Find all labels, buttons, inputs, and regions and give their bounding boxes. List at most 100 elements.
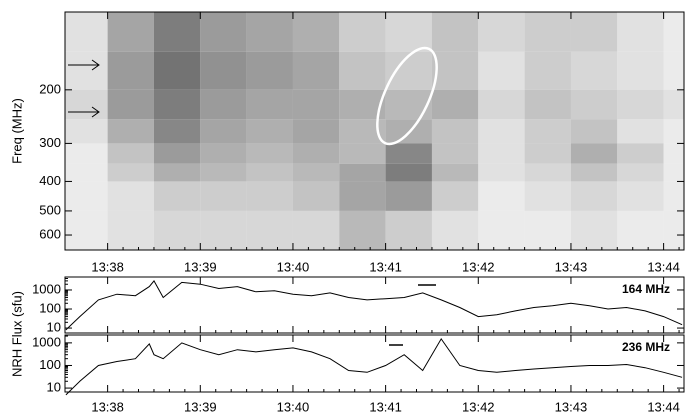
intensity-cell (431, 12, 479, 52)
intensity-cell (570, 210, 618, 250)
intensity-cell (478, 89, 525, 120)
intensity-cell (663, 163, 684, 182)
intensity-cell (478, 12, 525, 52)
plots: 200 300 400 500 600 13:38 13:39 13:40 13:41 13:42… (9, 11, 685, 414)
intensity-cell (153, 143, 201, 164)
intensity-cell (617, 181, 664, 211)
intensity-cell (65, 210, 108, 250)
x-tick-label: 13:41 (369, 399, 402, 414)
flux-line (65, 337, 683, 396)
intensity-cell (385, 163, 432, 182)
intensity-cell (65, 163, 108, 182)
intensity-cell (200, 181, 247, 211)
intensity-cell (246, 210, 293, 250)
intensity-cell (153, 181, 201, 211)
x-tick-label: 13:39 (184, 259, 217, 274)
intensity-cell (431, 143, 479, 164)
intensity-cell (292, 12, 340, 52)
intensity-cell (292, 89, 340, 120)
x-tick-label: 13:40 (277, 399, 310, 414)
y-axis-label: Freq (MHz) (9, 98, 24, 164)
x-tick-label: 13:43 (555, 399, 588, 414)
y-tick-label: 100 (39, 357, 61, 372)
intensity-cell (431, 51, 479, 90)
intensity-cell (478, 181, 525, 211)
intensity-cell (617, 143, 664, 164)
x-tick-label: 13:43 (555, 259, 588, 274)
intensity-cell (292, 163, 340, 182)
intensity-cell (107, 143, 154, 164)
y-tick-label: 100 (39, 300, 61, 315)
intensity-cell (570, 119, 618, 144)
intensity-cell (292, 143, 340, 164)
annotations (68, 46, 438, 346)
intensity-cell (431, 163, 479, 182)
x-tick-label: 13:42 (462, 399, 495, 414)
intensity-cell (617, 12, 664, 52)
intensity-cell (292, 51, 340, 90)
intensity-cell (524, 89, 571, 120)
intensity-cell (663, 89, 684, 120)
intensity-cell (246, 143, 293, 164)
intensity-cell (107, 89, 154, 120)
x-tick-label: 13:40 (277, 259, 310, 274)
intensity-cell (524, 210, 571, 250)
y-tick-label: 300 (39, 135, 61, 150)
intensity-cell (478, 163, 525, 182)
intensity-cell (570, 181, 618, 211)
y-tick-label: 200 (39, 81, 61, 96)
x-tick-label: 13:41 (369, 259, 402, 274)
intensity-cell (617, 210, 664, 250)
intensity-cell (663, 119, 684, 144)
intensity-cell (617, 89, 664, 120)
intensity-cell (339, 51, 386, 90)
intensity-cell (385, 210, 432, 250)
intensity-cell (153, 163, 201, 182)
intensity-cell (200, 210, 247, 250)
plot-frame (64, 276, 685, 334)
intensity-cell (478, 210, 525, 250)
intensity-cell (570, 143, 618, 164)
y-tick-label: 10 (47, 380, 61, 395)
intensity-cell (617, 119, 664, 144)
intensity-cell (246, 12, 293, 52)
intensity-cell (107, 210, 154, 250)
intensity-cell (524, 12, 571, 52)
intensity-cell (570, 51, 618, 90)
intensity-cell (617, 163, 664, 182)
intensity-cell (339, 12, 386, 52)
intensity-cell (107, 163, 154, 182)
intensity-cell (200, 119, 247, 144)
intensity-cell (200, 163, 247, 182)
x-tick-label: 13:44 (647, 399, 680, 414)
intensity-cell (65, 51, 108, 90)
intensity-cell (570, 163, 618, 182)
y-tick-label: 500 (39, 202, 61, 217)
intensity-cell (431, 210, 479, 250)
intensity-cell (200, 51, 247, 90)
intensity-cell (107, 51, 154, 90)
intensity-cell (153, 51, 201, 90)
intensity-cell (246, 163, 293, 182)
intensity-cell (153, 12, 201, 52)
arrow-head (91, 59, 100, 71)
x-tick-label: 13:38 (91, 259, 124, 274)
intensity-cell (153, 119, 201, 144)
intensity-cell (200, 89, 247, 120)
intensity-cell (663, 51, 684, 90)
intensity-cell (478, 119, 525, 144)
y-tick-label: 1000 (32, 281, 61, 296)
intensity-cell (65, 89, 108, 120)
intensity-cell (339, 163, 386, 182)
intensity-cell (385, 89, 432, 120)
flux-line (65, 280, 683, 331)
intensity-cell (292, 210, 340, 250)
intensity-cell (524, 181, 571, 211)
intensity-cell (65, 181, 108, 211)
y-tick-label: 10 (47, 319, 61, 334)
intensity-cell (570, 12, 618, 52)
intensity-cell (292, 119, 340, 144)
intensity-cell (385, 12, 432, 52)
x-tick-label: 13:42 (462, 259, 495, 274)
y-axis-label: NRH Flux (sfu) (9, 291, 24, 377)
